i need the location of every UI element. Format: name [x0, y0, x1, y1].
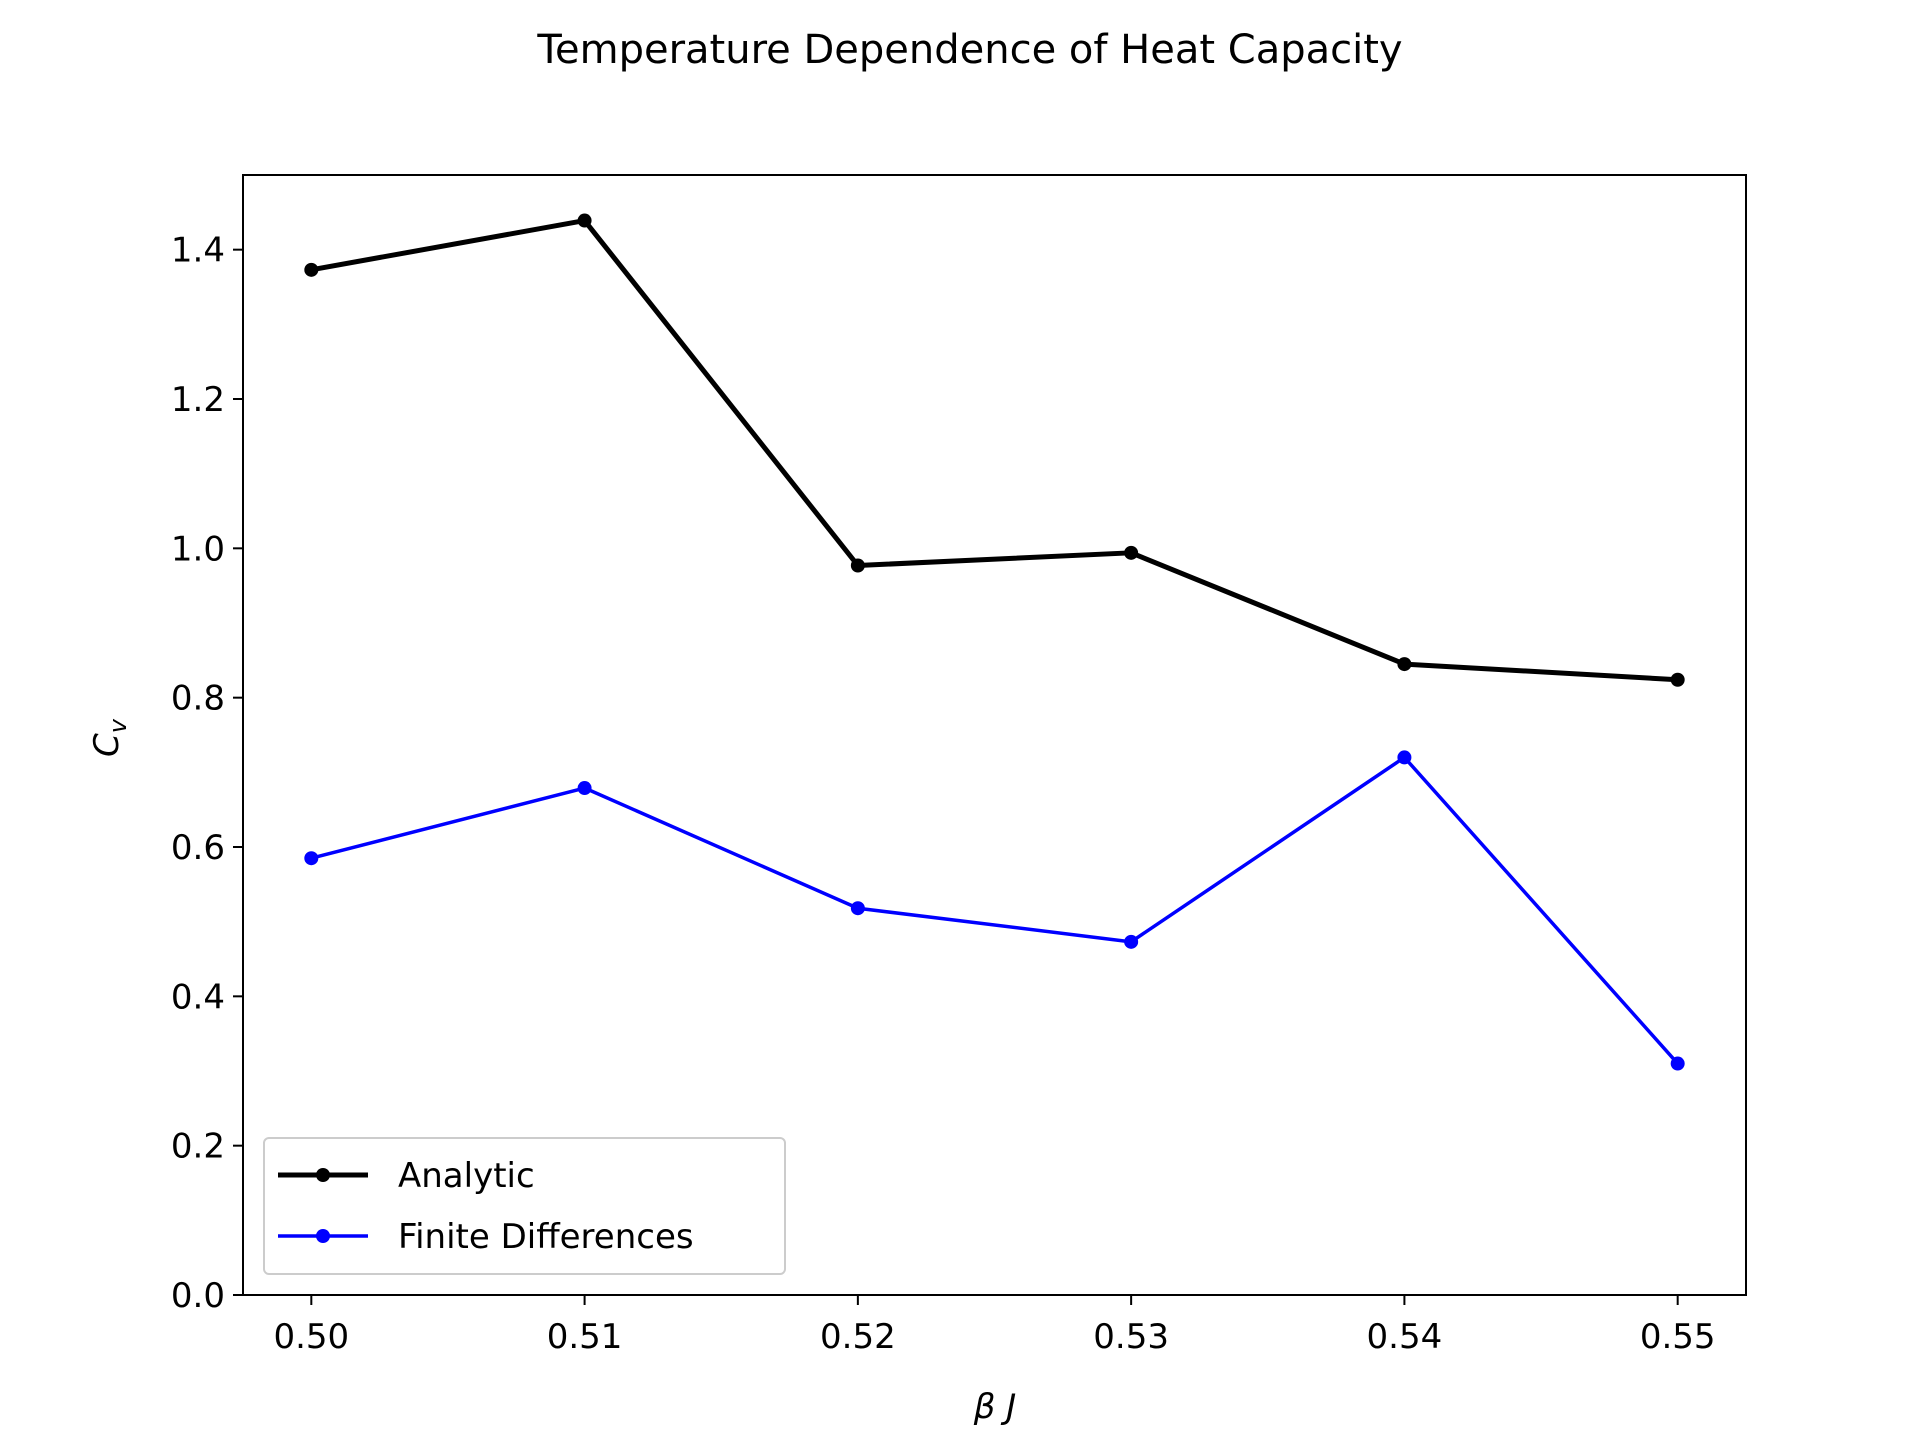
y-tick-label: 1.4: [171, 231, 225, 271]
legend-marker-1: [316, 1229, 330, 1243]
x-tick-label: 0.53: [1093, 1317, 1169, 1357]
data-point: [1670, 672, 1685, 687]
data-point: [577, 213, 592, 228]
legend-label-0: Analytic: [398, 1156, 535, 1196]
data-point: [304, 851, 319, 866]
data-point: [1397, 657, 1412, 672]
series-lines: [304, 213, 1685, 1071]
legend: Analytic Finite Differences: [263, 1137, 786, 1275]
data-point: [577, 781, 592, 796]
data-point: [1397, 750, 1412, 765]
y-tick-label: 0.0: [171, 1276, 225, 1316]
x-tick-label: 0.52: [820, 1317, 896, 1357]
y-axis-label: Cv: [87, 718, 132, 757]
data-point: [850, 558, 865, 573]
y-tick-label: 1.2: [171, 380, 225, 420]
y-tick-label: 0.6: [171, 828, 225, 868]
data-point: [1670, 1056, 1685, 1071]
x-axis-label: β J: [973, 1387, 1017, 1427]
x-tick-label: 0.55: [1640, 1317, 1716, 1357]
legend-marker-0: [316, 1168, 330, 1182]
y-tick-label: 0.2: [171, 1127, 225, 1167]
legend-label-1: Finite Differences: [398, 1217, 694, 1257]
plot-frame: [242, 174, 1747, 1296]
legend-box: [263, 1137, 786, 1275]
y-axis: 0.0 0.2 0.4 0.6 0.8 1.0 1.2 1.4: [171, 231, 243, 1316]
data-point: [1124, 545, 1139, 560]
x-tick-label: 0.54: [1367, 1317, 1443, 1357]
plot-area: [243, 175, 1746, 1295]
y-tick-label: 0.4: [171, 977, 225, 1017]
x-tick-label: 0.51: [547, 1317, 623, 1357]
series-line-1: [310, 755, 1679, 1065]
y-tick-label: 0.8: [171, 679, 225, 719]
y-tick-label: 1.0: [171, 529, 225, 569]
data-point: [304, 262, 319, 277]
data-point: [1124, 934, 1139, 949]
x-tick-label: 0.50: [273, 1317, 349, 1357]
series-line-0: [310, 218, 1678, 683]
chart-title: Temperature Dependence of Heat Capacity: [536, 27, 1402, 73]
x-axis: 0.50 0.51 0.52 0.53 0.54 0.55: [273, 1295, 1716, 1357]
data-point: [850, 901, 865, 916]
